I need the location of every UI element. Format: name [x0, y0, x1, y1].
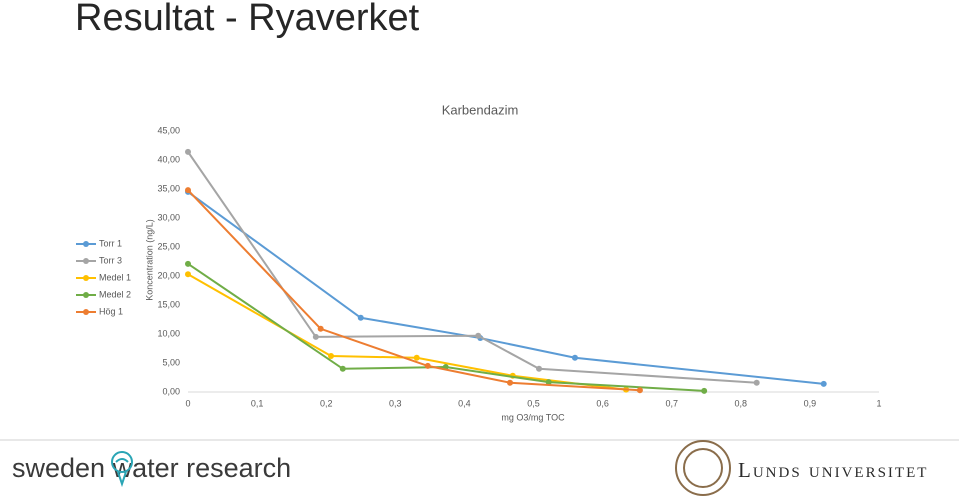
data-point [475, 332, 482, 339]
brand-icon [111, 451, 133, 488]
x-tick-label: 1 [876, 398, 881, 408]
series-line [187, 191, 824, 385]
legend-marker [83, 292, 89, 298]
data-point [424, 362, 431, 369]
footer-university: Lunds universitet [738, 458, 928, 482]
x-tick-label: 0,5 [527, 398, 540, 408]
series-line [187, 262, 705, 392]
y-axis-title: Koncentration (ng/L) [144, 219, 154, 301]
x-tick-label: 0,7 [665, 398, 678, 408]
x-tick-label: 0,8 [735, 398, 748, 408]
data-point [185, 271, 191, 278]
y-tick-label: 20,00 [157, 270, 180, 280]
y-tick-label: 35,00 [157, 183, 180, 193]
data-point [312, 333, 319, 340]
data-point [413, 354, 420, 361]
data-point [328, 353, 335, 360]
data-point [820, 380, 827, 387]
x-tick-label: 0,6 [596, 398, 609, 408]
legend-label: Medel 1 [99, 272, 131, 282]
legend-marker [83, 309, 89, 315]
data-point [536, 365, 543, 372]
data-point [317, 325, 324, 332]
x-tick-label: 0,2 [320, 398, 333, 408]
slide-title: Resultat - Ryaverket [75, 0, 420, 39]
legend-label: Hög 1 [99, 306, 123, 316]
series-line [187, 273, 627, 391]
data-point [571, 354, 578, 361]
x-tick-label: 0,1 [251, 398, 264, 408]
legend-marker [83, 241, 89, 247]
data-point [185, 187, 191, 194]
series-line [187, 189, 640, 392]
legend-marker [83, 275, 89, 281]
data-point [545, 379, 552, 386]
data-point [357, 314, 364, 321]
legend-label: Medel 2 [99, 289, 131, 299]
university-seal [675, 440, 731, 496]
data-point [507, 379, 514, 386]
legend-label: Torr 1 [99, 238, 122, 248]
data-point [339, 365, 346, 372]
y-tick-label: 30,00 [157, 212, 180, 222]
y-tick-label: 25,00 [157, 241, 180, 251]
chart-title: Karbendazim [442, 102, 519, 117]
y-tick-label: 15,00 [157, 299, 180, 309]
y-tick-label: 0,00 [162, 386, 180, 396]
y-tick-label: 45,00 [157, 125, 180, 135]
x-tick-label: 0,3 [389, 398, 402, 408]
y-tick-label: 40,00 [157, 154, 180, 164]
legend-marker [83, 258, 89, 264]
series-line [187, 151, 757, 384]
data-point [185, 260, 191, 267]
footer-brand: sweden water research [12, 453, 291, 483]
y-tick-label: 5,00 [162, 357, 180, 367]
data-point [701, 387, 708, 394]
legend-label: Torr 3 [99, 255, 122, 265]
y-tick-label: 10,00 [157, 328, 180, 338]
x-tick-label: 0 [185, 398, 190, 408]
data-point [185, 148, 191, 155]
data-point [636, 387, 643, 394]
data-point [753, 379, 760, 386]
x-axis-title: mg O3/mg TOC [501, 412, 565, 422]
x-tick-label: 0,9 [804, 398, 817, 408]
x-tick-label: 0,4 [458, 398, 471, 408]
